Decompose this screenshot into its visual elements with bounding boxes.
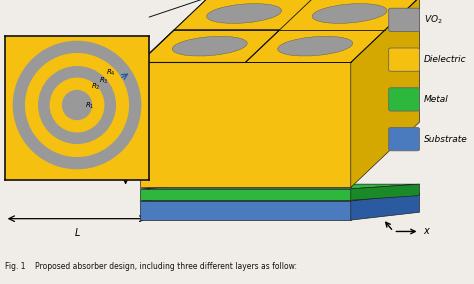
Text: $x$: $x$: [423, 226, 431, 237]
Polygon shape: [351, 193, 419, 220]
Ellipse shape: [230, 10, 258, 17]
Text: $R_3$: $R_3$: [99, 76, 109, 86]
Polygon shape: [140, 189, 351, 200]
Text: Fig. 1    Proposed absorber design, including three different layers as follow:: Fig. 1 Proposed absorber design, includi…: [5, 262, 297, 272]
Circle shape: [39, 67, 115, 143]
Text: $h$: $h$: [111, 119, 118, 131]
Text: $R_1$: $R_1$: [85, 101, 95, 111]
Ellipse shape: [329, 8, 370, 19]
Ellipse shape: [195, 42, 224, 50]
Text: Metal: Metal: [424, 95, 449, 104]
Ellipse shape: [301, 42, 329, 50]
FancyBboxPatch shape: [389, 88, 419, 111]
FancyBboxPatch shape: [389, 8, 419, 32]
Ellipse shape: [335, 10, 364, 17]
FancyBboxPatch shape: [389, 48, 419, 71]
Polygon shape: [351, 0, 419, 187]
Text: $R_4$: $R_4$: [106, 68, 116, 78]
Circle shape: [13, 41, 141, 169]
Ellipse shape: [294, 41, 336, 52]
Polygon shape: [140, 62, 351, 187]
Text: Substrate: Substrate: [424, 135, 468, 144]
Ellipse shape: [312, 4, 387, 23]
Polygon shape: [140, 193, 419, 201]
Circle shape: [26, 54, 128, 156]
Circle shape: [63, 91, 91, 120]
Ellipse shape: [341, 11, 358, 16]
Text: $L$: $L$: [73, 226, 81, 238]
Ellipse shape: [207, 4, 282, 23]
Polygon shape: [140, 201, 351, 220]
Ellipse shape: [201, 44, 218, 48]
Ellipse shape: [172, 36, 247, 56]
Ellipse shape: [320, 6, 379, 21]
Ellipse shape: [180, 38, 239, 54]
Ellipse shape: [278, 36, 353, 56]
Text: Dielectric: Dielectric: [424, 55, 467, 64]
Ellipse shape: [236, 11, 252, 16]
Ellipse shape: [223, 8, 265, 19]
Text: $R_2$: $R_2$: [91, 82, 101, 92]
FancyBboxPatch shape: [389, 128, 419, 151]
Ellipse shape: [307, 44, 323, 48]
Circle shape: [50, 78, 104, 132]
Ellipse shape: [189, 41, 230, 52]
Ellipse shape: [285, 38, 345, 54]
Polygon shape: [351, 184, 419, 200]
Polygon shape: [140, 0, 419, 62]
Ellipse shape: [214, 6, 274, 21]
Polygon shape: [140, 184, 419, 189]
Text: $y$: $y$: [373, 204, 381, 216]
Text: $VO_2$: $VO_2$: [424, 14, 443, 26]
